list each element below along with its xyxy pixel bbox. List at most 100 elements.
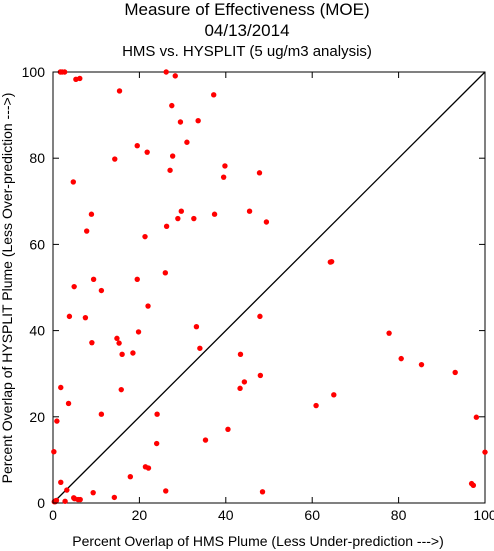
data-point	[257, 313, 263, 320]
data-point	[77, 496, 83, 503]
data-point	[452, 369, 458, 376]
chart-date: 04/13/2014	[204, 21, 290, 40]
x-tick-label: 20	[132, 507, 148, 523]
data-point	[62, 498, 68, 504]
data-point	[178, 208, 185, 214]
data-point	[202, 437, 209, 443]
data-point	[386, 330, 392, 336]
data-point	[66, 313, 73, 320]
data-point	[468, 480, 475, 487]
data-point	[112, 156, 118, 162]
data-point	[328, 258, 335, 265]
data-point	[73, 76, 79, 83]
y-tick-label: 0	[37, 495, 45, 511]
data-point	[82, 314, 89, 321]
data-point	[162, 270, 169, 276]
data-point	[145, 465, 152, 471]
data-point	[237, 385, 243, 392]
y-tick-label: 60	[29, 236, 45, 252]
data-point	[473, 414, 480, 420]
data-point	[220, 174, 227, 180]
data-point	[61, 69, 68, 75]
data-point	[52, 498, 59, 504]
data-point	[163, 488, 169, 494]
x-tick-label: 100	[473, 507, 494, 523]
data-point	[169, 153, 176, 159]
data-point	[193, 324, 200, 330]
data-point	[225, 426, 231, 432]
data-point	[167, 167, 173, 173]
data-point	[263, 219, 270, 225]
data-point	[54, 418, 60, 424]
data-point	[237, 351, 244, 358]
axis-ticks: 0 20 40 60 80 100 0 20 40 60 80 100	[22, 64, 494, 523]
data-point	[71, 283, 77, 290]
data-point	[184, 139, 190, 145]
data-point	[65, 400, 72, 407]
data-point	[142, 233, 148, 240]
data-point	[211, 211, 218, 217]
data-point	[145, 303, 151, 309]
data-point	[418, 361, 425, 368]
data-point	[90, 276, 97, 283]
data-point	[134, 276, 140, 283]
data-point	[154, 411, 160, 417]
data-point	[144, 149, 150, 155]
data-point	[114, 335, 120, 342]
data-point	[127, 474, 134, 480]
data-point	[177, 119, 184, 125]
x-tick-label: 80	[391, 507, 407, 523]
data-point	[169, 102, 175, 109]
x-tick-label: 60	[304, 507, 320, 523]
chart-title: Measure of Effectiveness (MOE)	[124, 0, 370, 19]
data-point	[98, 287, 105, 294]
data-point	[111, 494, 118, 501]
plot-area	[52, 71, 486, 504]
data-point	[331, 392, 337, 398]
data-point	[83, 228, 90, 234]
plot-frame	[52, 71, 486, 504]
data-point	[130, 350, 136, 356]
one-to-one-line	[52, 71, 486, 504]
data-point	[256, 170, 263, 176]
data-point	[134, 143, 140, 149]
data-point	[70, 179, 77, 185]
data-point	[88, 211, 95, 217]
x-tick-label: 0	[49, 507, 57, 523]
data-points	[51, 69, 488, 505]
data-point	[175, 215, 181, 222]
data-point	[163, 223, 170, 229]
data-point	[241, 379, 248, 385]
data-point	[257, 372, 264, 379]
y-tick-label: 40	[29, 323, 45, 339]
data-point	[89, 339, 95, 346]
data-point	[191, 215, 197, 222]
y-tick-label: 20	[29, 409, 45, 425]
data-point	[222, 163, 228, 169]
data-point	[118, 386, 124, 393]
data-point	[58, 479, 64, 486]
chart-subtitle: HMS vs. HYSPLIT (5 ug/m3 analysis)	[122, 43, 372, 60]
data-point	[197, 345, 203, 351]
x-axis-label: Percent Overlap of HMS Plume (Less Under…	[72, 533, 444, 549]
data-point	[135, 329, 142, 335]
data-point	[116, 88, 123, 94]
data-point	[211, 92, 217, 98]
data-point	[482, 449, 488, 455]
x-tick-label: 40	[218, 507, 234, 523]
data-point	[90, 489, 96, 496]
data-point	[119, 351, 125, 358]
data-point	[195, 118, 201, 124]
data-point	[398, 355, 404, 362]
data-point	[313, 402, 319, 409]
data-point	[172, 73, 178, 79]
y-tick-label: 100	[22, 64, 46, 80]
data-point	[98, 411, 105, 417]
data-point	[116, 340, 122, 346]
data-point	[246, 208, 253, 214]
data-point	[163, 69, 169, 75]
data-point	[153, 440, 160, 447]
data-point	[58, 384, 64, 391]
data-point	[51, 449, 57, 455]
